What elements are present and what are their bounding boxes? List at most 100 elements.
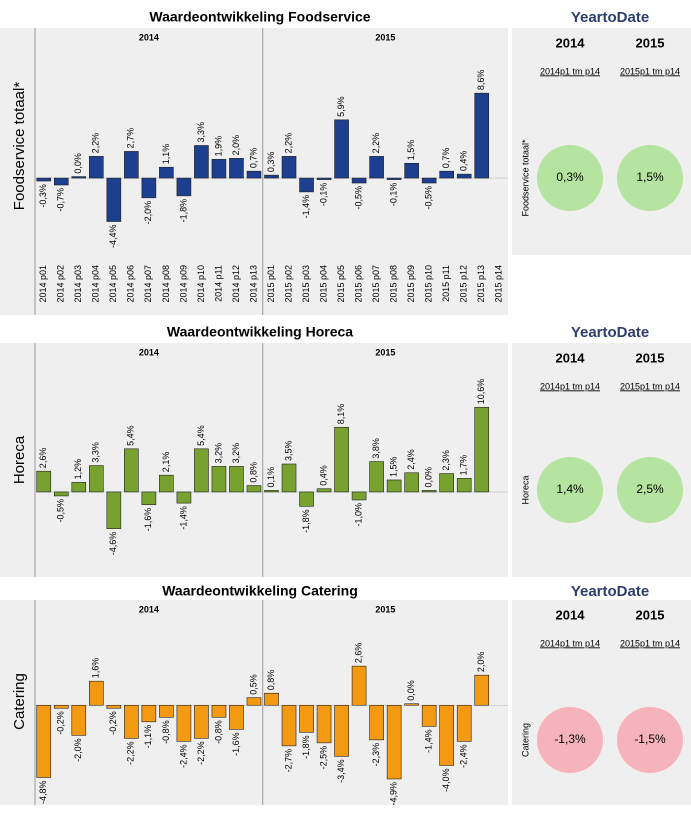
chart-title: Waardeontwikkeling Catering (162, 583, 358, 599)
bar (124, 151, 139, 179)
value-label: 2,2% (91, 133, 101, 154)
ytd-background (512, 28, 691, 255)
bar (106, 177, 122, 222)
bar (194, 448, 209, 493)
bar (176, 177, 192, 197)
bar (456, 173, 472, 179)
value-label: 2,2% (283, 133, 293, 154)
value-label: -2,4% (178, 744, 188, 768)
bar (106, 491, 122, 529)
bar (53, 491, 69, 497)
ytd-background (512, 600, 691, 805)
x-tick-label: 2014 p07 (143, 265, 153, 303)
value-label: -1,8% (301, 735, 311, 759)
chart-title: Waardeontwikkeling Foodservice (149, 9, 370, 25)
x-tick-label: 2014 p10 (196, 265, 206, 303)
bar (229, 158, 244, 179)
ytd-period: 2015p1 tm p14 (620, 381, 680, 391)
value-label: 2,3% (441, 450, 451, 471)
value-label: 1,2% (73, 459, 83, 480)
panel-label: 2015 (375, 604, 395, 614)
ytd-circle (537, 457, 603, 523)
ytd-period: 2014p1 tm p14 (540, 638, 600, 648)
ytd-period: 2014p1 tm p14 (540, 381, 600, 391)
value-label: 1,9% (213, 136, 223, 157)
value-label: 1,7% (459, 455, 469, 476)
bar (316, 704, 332, 744)
bar (71, 482, 87, 493)
bar (264, 692, 279, 706)
bar (71, 704, 87, 736)
value-label: 5,9% (336, 96, 346, 117)
chart-title: Waardeontwikkeling Horeca (167, 324, 353, 340)
bar (474, 406, 490, 493)
x-tick-label: 2015 p11 (441, 265, 451, 302)
value-label: -0,2% (108, 711, 118, 735)
x-tick-label: 2014 p12 (231, 265, 241, 303)
x-tick-label: 2014 p03 (73, 265, 83, 303)
value-label: 2,1% (161, 452, 171, 473)
ytd-column: 2014 (556, 35, 586, 50)
value-label: 3,3% (91, 442, 101, 463)
bar (229, 466, 244, 493)
x-tick-label: 2015 p04 (318, 265, 328, 303)
x-tick-label: 2015 p12 (459, 265, 469, 303)
value-label: 3,5% (283, 440, 293, 461)
bar (334, 426, 349, 493)
value-label: 5,4% (196, 425, 206, 446)
value-label: -0,7% (56, 188, 66, 212)
bar (386, 479, 402, 493)
bar (316, 177, 332, 180)
value-label: 0,7% (441, 148, 451, 169)
value-label: 1,5% (389, 456, 399, 477)
x-tick-label: 2015 p14 (494, 265, 504, 303)
value-label: 8,6% (476, 70, 486, 91)
value-label: -2,5% (318, 746, 328, 770)
ytd-circle (537, 707, 603, 773)
value-label: -1,8% (178, 199, 188, 223)
bar (351, 177, 367, 184)
x-tick-label: 2015 p09 (406, 265, 416, 303)
x-tick-label: 2014 p05 (108, 265, 118, 303)
bar (194, 704, 209, 739)
bar (421, 177, 437, 184)
value-label: 0,1% (266, 467, 276, 488)
value-label: 0,0% (73, 153, 83, 174)
bar (369, 461, 384, 493)
bar (264, 174, 279, 179)
value-label: -0,1% (318, 183, 328, 207)
value-label: -4,9% (389, 782, 399, 806)
value-label: 0,3% (266, 152, 276, 173)
panel-label: 2015 (375, 347, 395, 357)
value-label: 0,5% (248, 674, 258, 695)
value-label: 0,4% (318, 465, 328, 486)
bar (421, 490, 437, 493)
bar (264, 490, 279, 493)
ytd-circle (617, 457, 683, 523)
value-label: -1,6% (143, 508, 153, 532)
ytd-value: -1,5% (634, 732, 666, 746)
value-label: -1,4% (424, 729, 434, 753)
x-tick-label: 2014 p02 (56, 265, 66, 303)
bar (404, 703, 419, 706)
value-label: -0,5% (56, 499, 66, 523)
bar (404, 472, 419, 493)
bar (89, 465, 104, 493)
bar (404, 162, 419, 179)
bar (299, 704, 314, 733)
value-label: 3,2% (213, 443, 223, 464)
bar (159, 474, 174, 493)
value-label: 0,4% (459, 151, 469, 172)
bar (334, 119, 349, 179)
bar (194, 145, 209, 179)
y-axis-label: Foodservice totaal* (11, 82, 28, 211)
bar (299, 177, 314, 193)
ytd-value: 1,5% (636, 170, 664, 184)
bar (53, 704, 69, 709)
x-tick-label: 2014 p01 (38, 265, 48, 303)
ytd-title: YeartoDate (571, 9, 649, 26)
x-tick-label: 2015 p05 (336, 265, 346, 303)
value-label: -1,1% (143, 725, 153, 749)
bar (124, 704, 139, 739)
